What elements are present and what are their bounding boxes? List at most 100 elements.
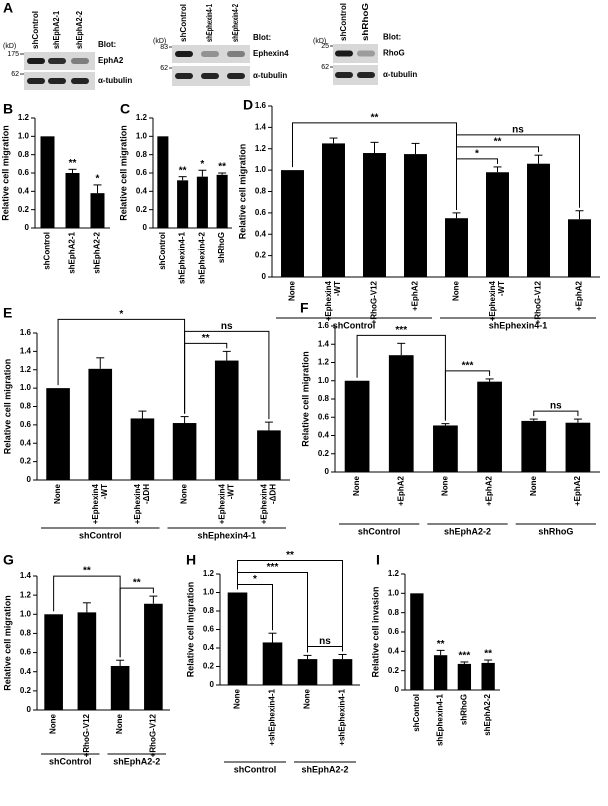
significance-label: * xyxy=(200,159,204,170)
bar xyxy=(88,368,113,480)
lane-label: shEphA2-1 xyxy=(52,11,61,49)
y-tick-label: 1.6 xyxy=(255,101,267,110)
lane-label: shRhoG xyxy=(361,3,370,41)
lane-label: shEphA2-2 xyxy=(75,11,84,49)
significance-bracket xyxy=(237,560,343,652)
y-tick-label: 0.4 xyxy=(18,186,30,195)
y-tick-label: 0.8 xyxy=(318,394,330,403)
y-tick-label: 1.2 xyxy=(20,365,32,374)
x-tick-label: shControl xyxy=(412,694,421,732)
x-tick-label: +shEphexin4-1 xyxy=(338,688,347,745)
x-tick-label: shEphexin4-1 xyxy=(436,693,445,746)
bar xyxy=(477,381,502,472)
y-tick-label: 0.8 xyxy=(20,629,32,638)
antibody-label: Ephexin4 xyxy=(253,49,289,58)
blot-membrane xyxy=(333,44,378,63)
marker-label: 62 xyxy=(11,71,19,78)
bar xyxy=(568,219,591,277)
blot-label: Blot: xyxy=(98,40,116,49)
bar xyxy=(216,174,228,228)
bar xyxy=(257,430,281,480)
bar xyxy=(90,193,105,228)
marker-label: 175 xyxy=(7,51,19,58)
x-tick-label: +Ephexin4 xyxy=(133,483,142,524)
group-label: shControl xyxy=(49,756,92,766)
y-tick-label: 0.8 xyxy=(136,150,148,159)
significance-label: * xyxy=(96,174,100,185)
y-tick-label: 0.4 xyxy=(318,431,330,440)
y-tick-label: 1.0 xyxy=(136,131,148,140)
bar xyxy=(363,153,386,277)
unit-label: (kD) xyxy=(153,38,166,45)
bar xyxy=(227,592,248,685)
panel-label: H xyxy=(186,552,196,568)
y-tick-label: 0 xyxy=(210,680,215,689)
bar xyxy=(527,163,550,277)
x-tick-label: +Ephexin4 xyxy=(260,483,269,524)
x-tick-label: +EphA2 xyxy=(485,475,494,506)
significance-label: ** xyxy=(218,162,226,173)
blot-membrane xyxy=(333,65,378,85)
blot-band xyxy=(335,72,353,78)
x-tick-label: +RhoG-V12 xyxy=(534,280,543,324)
marker-label: 62 xyxy=(160,65,168,72)
significance-label: ** xyxy=(371,113,379,124)
panel-label: I xyxy=(376,552,380,568)
y-tick-label: 0 xyxy=(25,223,30,232)
y-tick-label: 0 xyxy=(325,467,330,476)
bar xyxy=(110,665,130,710)
blot-band xyxy=(27,58,45,64)
y-tick-label: 1.2 xyxy=(203,569,215,578)
group-label: shRhoG xyxy=(538,526,573,536)
blot-band xyxy=(48,78,66,84)
x-tick-label: +EphA2 xyxy=(573,475,582,506)
y-tick-label: 1.4 xyxy=(20,346,32,355)
significance-bracket xyxy=(307,645,343,653)
bar xyxy=(322,143,345,277)
group-label: shEphA2-2 xyxy=(444,526,491,536)
y-axis-label: Relative cell migration xyxy=(300,351,310,447)
x-tick-label: -ΔDH xyxy=(269,484,278,504)
bar xyxy=(388,355,414,472)
x-tick-label: +RhoG-V12 xyxy=(370,280,379,324)
panel-label: F xyxy=(300,300,309,316)
group-label: shEphexin4-1 xyxy=(197,530,256,540)
significance-label: ns xyxy=(221,321,233,332)
bar xyxy=(521,420,547,472)
y-tick-label: 0 xyxy=(27,475,32,484)
y-tick-label: 0.2 xyxy=(136,205,148,214)
y-tick-label: 0.2 xyxy=(18,205,30,214)
y-tick-label: 1.4 xyxy=(318,339,330,348)
y-tick-label: 1.6 xyxy=(318,321,330,330)
panel-label: E xyxy=(3,305,12,321)
y-tick-label: 1.4 xyxy=(20,571,32,580)
unit-label: (kD) xyxy=(3,43,16,50)
y-tick-label: 1.0 xyxy=(255,165,267,174)
x-tick-label: None xyxy=(303,688,312,709)
blot-band xyxy=(357,72,375,78)
blot-band xyxy=(27,78,45,84)
bar xyxy=(177,180,189,228)
y-tick-label: 1.2 xyxy=(20,590,32,599)
bar xyxy=(565,422,591,472)
marker-label: 25 xyxy=(321,43,329,50)
blot-band xyxy=(335,50,353,57)
y-tick-label: 1.2 xyxy=(18,113,30,122)
y-tick-label: 0.2 xyxy=(20,457,32,466)
x-tick-label: -WT xyxy=(226,484,235,499)
significance-label: * xyxy=(119,309,123,320)
y-tick-label: 0.8 xyxy=(18,150,30,159)
y-tick-label: 0.4 xyxy=(20,438,32,447)
bar xyxy=(40,136,55,228)
blot-band xyxy=(71,58,89,64)
bar xyxy=(445,218,468,277)
significance-label: ns xyxy=(512,125,524,136)
x-tick-label: shEphexin4-2 xyxy=(197,231,206,284)
y-tick-label: 1.2 xyxy=(255,144,267,153)
bar xyxy=(281,170,304,277)
y-tick-label: 1.2 xyxy=(388,569,400,578)
y-axis-label: Relative cell migration xyxy=(118,125,128,221)
x-tick-label: shEphexin4-1 xyxy=(178,231,187,284)
blot-band xyxy=(227,51,245,57)
